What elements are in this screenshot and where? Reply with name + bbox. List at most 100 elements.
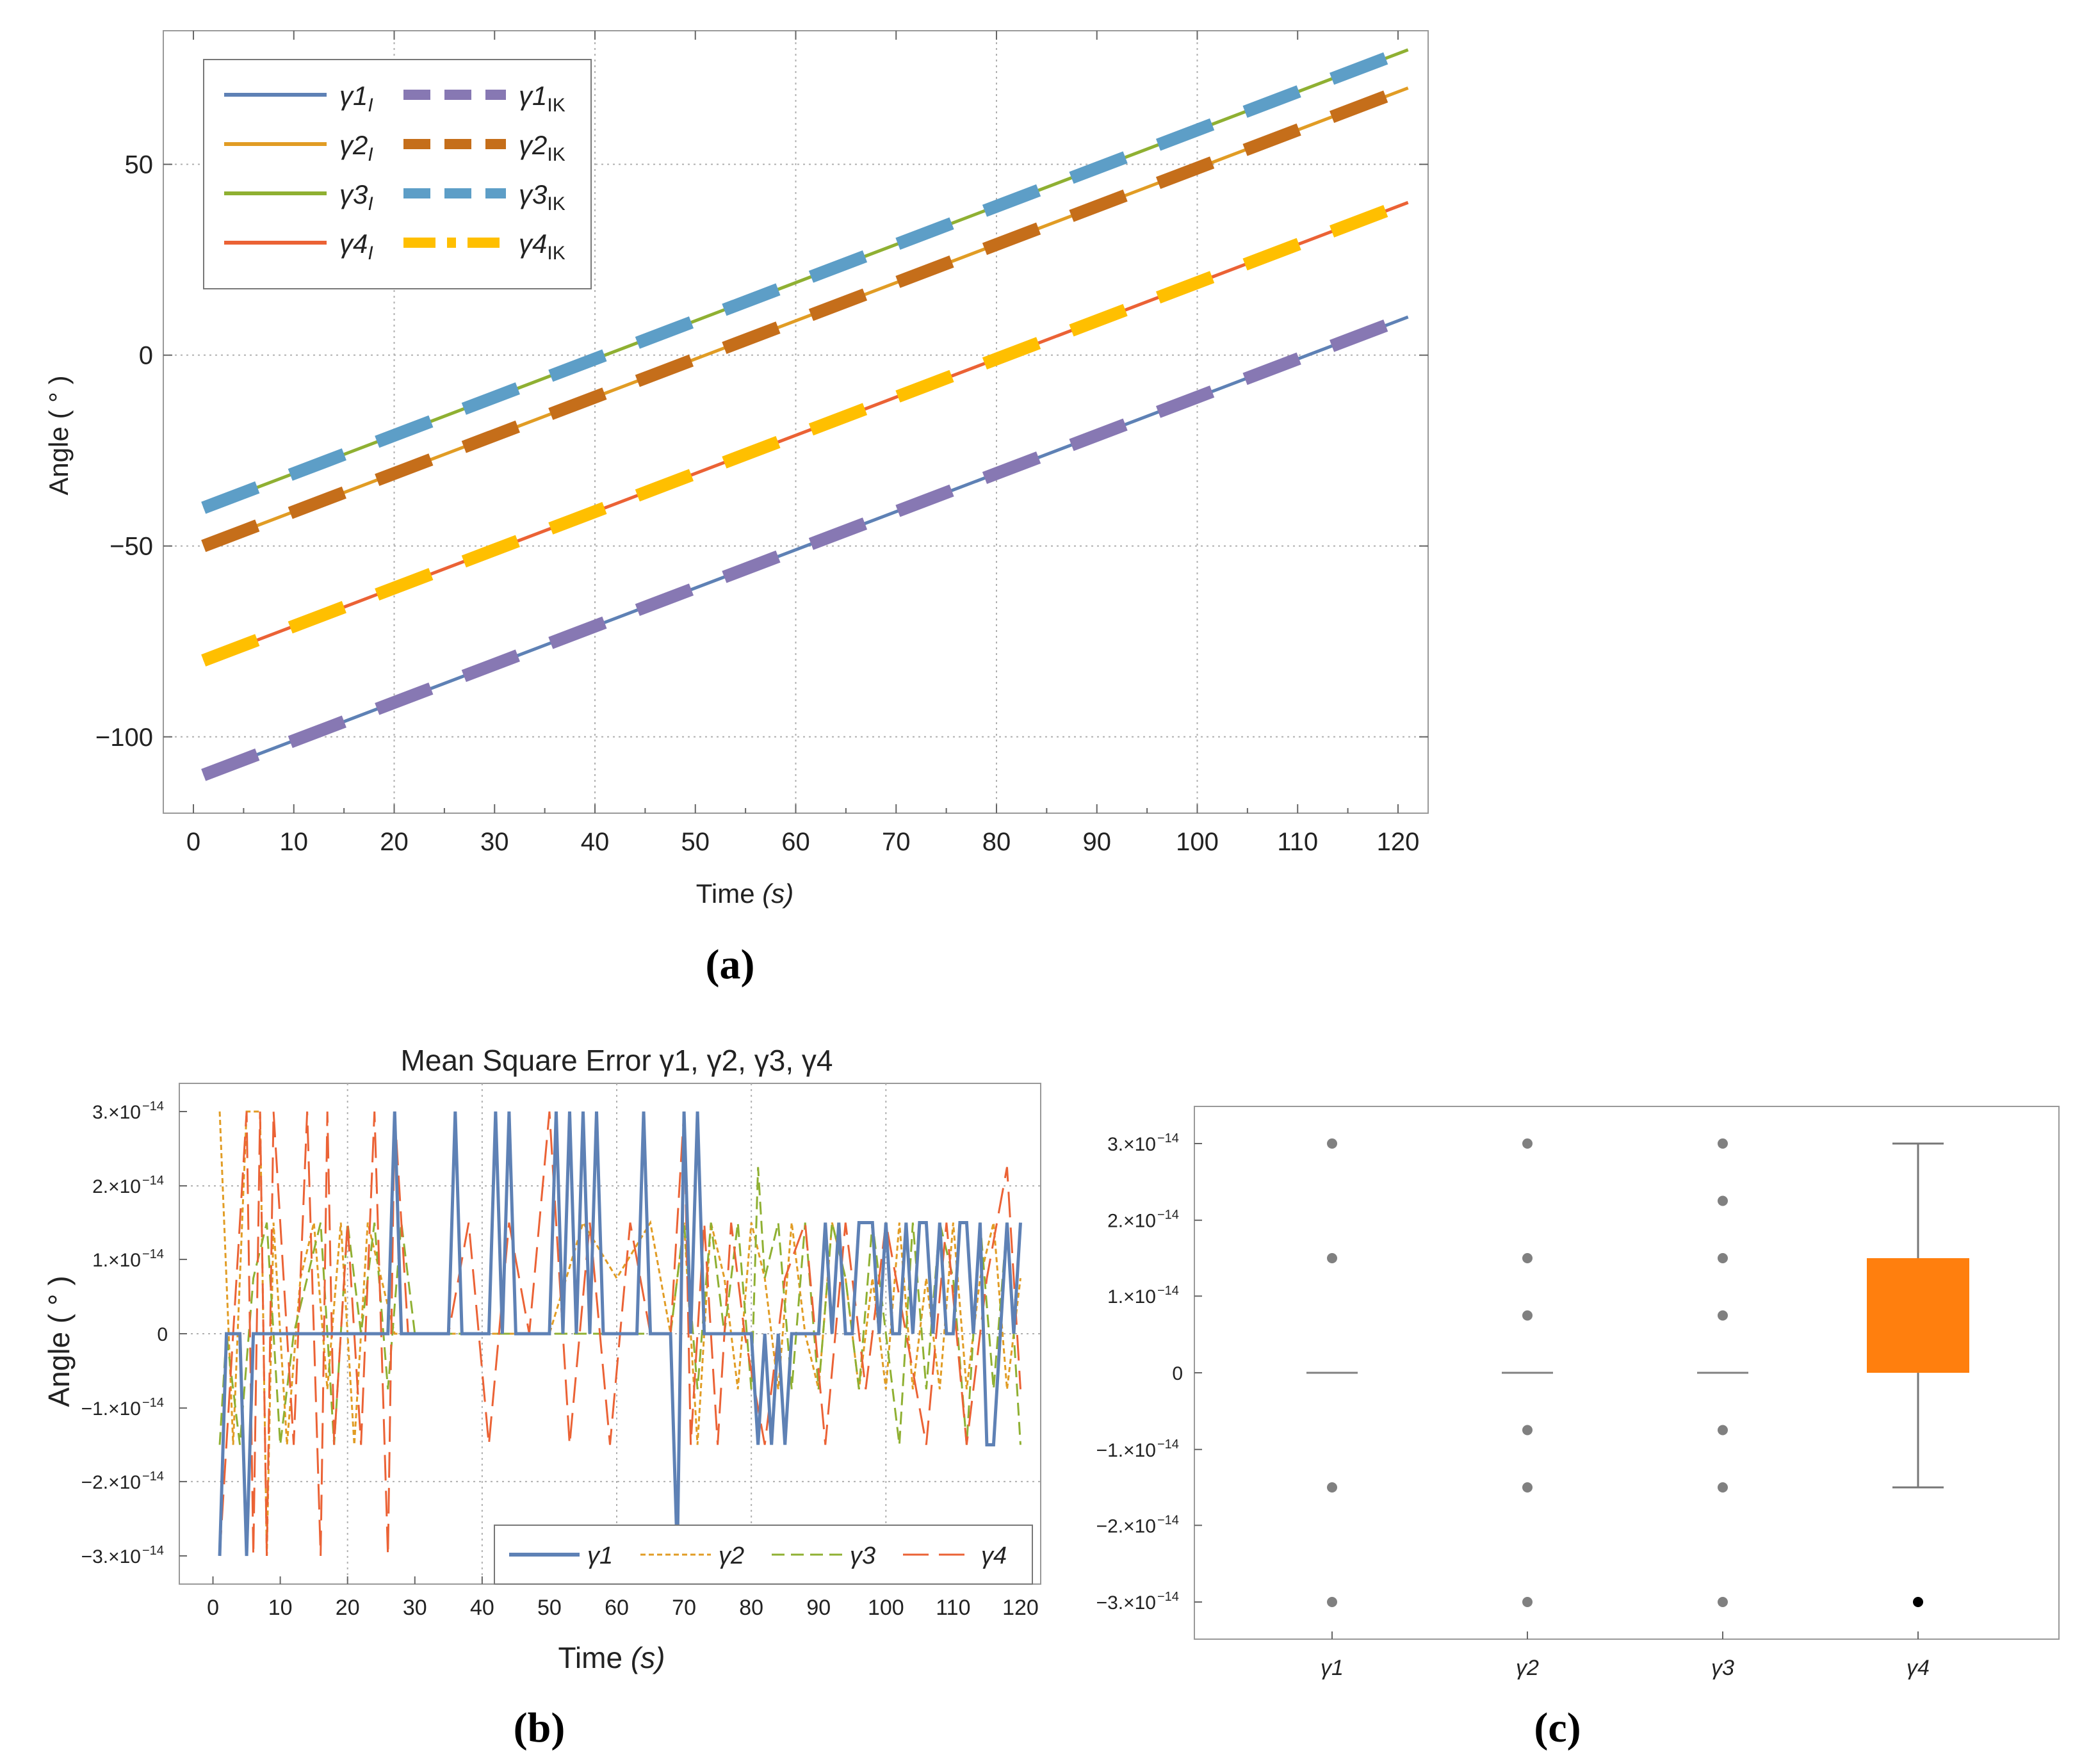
panel-c-y-tick-exponent: −14 — [1157, 1208, 1179, 1222]
panel-c-outlier-point — [1522, 1597, 1533, 1608]
panel-b-y-tick-exponent: −14 — [142, 1247, 164, 1261]
panel-a-legend: γ1I γ2I γ3I γ4I γ1IK γ2IK γ3IK γ4IK — [203, 59, 592, 289]
panel-a-ylabel: Angle ( ° ) — [44, 375, 74, 495]
panel-a-legend-label: γ3I — [339, 179, 373, 214]
panel-b-xlabel: Time (s) — [558, 1641, 665, 1674]
panel-c-box — [1867, 1258, 1969, 1373]
panel-a-series-line-8 — [201, 196, 1411, 667]
panel-b-y-tick-exponent: −14 — [142, 1396, 164, 1410]
panel-b-series-line-4 — [218, 1111, 1021, 1557]
panel-c-outlier-point — [1718, 1138, 1728, 1149]
panel-a-series-line-7 — [201, 44, 1411, 514]
panel-a-x-tick-label: 20 — [380, 828, 409, 856]
panel-b-y-tick-label: −3.×10 — [81, 1546, 141, 1567]
panel-a-legend-label: γ1IK — [519, 81, 565, 116]
panel-a-x-tick-label: 100 — [1176, 828, 1219, 856]
panel-a-x-tick-label: 90 — [1082, 828, 1111, 856]
panel-c-y-tick-label: −1.×10 — [1096, 1440, 1156, 1461]
panel-a-y-tick-label: 50 — [125, 151, 154, 179]
panel-a-y-tick-label: −50 — [110, 533, 153, 561]
panel-b-x-tick-label: 90 — [806, 1596, 831, 1620]
panel-c-outlier-point — [1327, 1597, 1337, 1608]
panel-b-y-tick-label: 0 — [157, 1324, 168, 1345]
panel-c-outlier-point — [1522, 1482, 1533, 1493]
panel-c-y-tick-label: 0 — [1172, 1363, 1183, 1384]
panel-a-legend-label: γ1I — [339, 81, 373, 116]
panel-b-y-tick-exponent: −14 — [142, 1099, 164, 1113]
panel-a-caption: (a) — [706, 941, 755, 988]
panel-a-series-line-5 — [201, 311, 1411, 781]
panel-b-x-tick-label: 120 — [1002, 1596, 1039, 1620]
panel-c-y-tick-exponent: −14 — [1157, 1513, 1179, 1527]
panel-c-x-tick-label: γ3 — [1711, 1656, 1734, 1680]
panel-a-line-chart: 0 10 20 30 40 50 60 70 80 90 100 110 120 −100 −50 0 50 γ… — [44, 30, 1429, 988]
panel-c-outlier-point — [1522, 1138, 1533, 1149]
panel-c-x-tick-label: γ4 — [1907, 1656, 1930, 1680]
panel-b-y-tick-label: 3.×10 — [92, 1102, 141, 1123]
panel-b-y-tick-label: 1.×10 — [92, 1250, 141, 1271]
panel-b-legend-label: γ1 — [587, 1542, 613, 1569]
panel-b-y-tick-label: 2.×10 — [92, 1176, 141, 1197]
panel-c-boxes — [1306, 1138, 1969, 1608]
panel-b-x-tick-label: 50 — [537, 1596, 562, 1620]
panel-a-legend-label: γ2I — [339, 130, 373, 165]
panel-c-x-tick-label: γ1 — [1321, 1656, 1344, 1680]
panel-c-y-tick-label: 1.×10 — [1107, 1286, 1156, 1307]
panel-b-x-tick-label: 30 — [403, 1596, 427, 1620]
panel-c-outlier-point — [1522, 1425, 1533, 1436]
panel-b-x-tick-label: 20 — [336, 1596, 360, 1620]
panel-b-caption: (b) — [514, 1704, 565, 1751]
panel-c-y-tick-exponent: −14 — [1157, 1284, 1179, 1298]
panel-b-series-line-1 — [218, 1111, 1022, 1557]
panel-c-y-tick-exponent: −14 — [1157, 1437, 1179, 1452]
panel-a-gridlines — [163, 31, 1428, 813]
panel-a-x-tick-label: 60 — [781, 828, 810, 856]
panel-c-outlier-point — [1718, 1310, 1728, 1321]
panel-c-y-tick-exponent: −14 — [1157, 1131, 1179, 1145]
panel-b-title: Mean Square Error γ1, γ2, γ3, γ4 — [401, 1044, 833, 1077]
panel-b-x-tick-label: 100 — [868, 1596, 904, 1620]
panel-c-y-tick-label: −2.×10 — [1096, 1516, 1156, 1537]
panel-c-y-tick-label: 2.×10 — [1107, 1211, 1156, 1232]
panel-a-x-tick-label: 50 — [681, 828, 710, 856]
panel-a-series — [201, 44, 1411, 781]
panel-b-x-tick-label: 110 — [936, 1596, 970, 1620]
panel-a-x-tick-label: 120 — [1377, 828, 1420, 856]
panel-a-series-line-6 — [201, 82, 1411, 553]
panel-a-legend-label: γ4I — [339, 229, 373, 264]
panel-c-outlier-point — [1718, 1252, 1728, 1263]
panel-b-x-tick-label: 40 — [470, 1596, 494, 1620]
panel-a-x-tick-label: 110 — [1277, 828, 1318, 856]
panel-c-y-tick-label: −3.×10 — [1096, 1592, 1156, 1614]
panel-c-outlier-point — [1913, 1597, 1923, 1608]
panel-b-x-tick-label: 80 — [739, 1596, 763, 1620]
panel-a-axis-ticks: 0 10 20 30 40 50 60 70 80 90 100 110 120 −100 −50 0 50 — [95, 31, 1428, 856]
panel-a-y-tick-label: 0 — [139, 342, 153, 370]
panel-b-legend: γ1 γ2 γ3 γ4 — [494, 1525, 1033, 1585]
panel-a-legend-label: γ2IK — [519, 130, 565, 165]
panel-b-x-tick-label: 70 — [672, 1596, 696, 1620]
panel-c-y-tick-exponent: −14 — [1157, 1590, 1179, 1604]
panel-a-x-tick-label: 70 — [882, 828, 911, 856]
panel-b-series — [218, 1110, 1022, 1557]
panel-a-x-tick-label: 0 — [186, 828, 200, 856]
panel-c-caption: (c) — [1534, 1704, 1581, 1751]
panel-a-legend-label: γ4IK — [519, 229, 565, 264]
panel-b-x-tick-label: 0 — [207, 1596, 219, 1620]
panel-b-y-tick-label: −1.×10 — [81, 1398, 141, 1420]
panel-c-outlier-point — [1718, 1597, 1728, 1608]
panel-b-x-tick-label: 60 — [605, 1596, 629, 1620]
panel-a-legend-entries: γ1I γ2I γ3I γ4I γ1IK γ2IK γ3IK γ4IK — [224, 81, 565, 264]
panel-b-y-tick-exponent: −14 — [142, 1174, 164, 1188]
panel-c-x-tick-label: γ2 — [1516, 1656, 1539, 1680]
panel-a-legend-label: γ3IK — [519, 179, 565, 214]
panel-a-x-tick-label: 30 — [480, 828, 509, 856]
panel-b-error-chart: Mean Square Error γ1, γ2, γ3, γ4 0 10 20 30… — [42, 1044, 1041, 1751]
panel-c-outlier-point — [1327, 1252, 1337, 1263]
panel-a-legend-box — [203, 59, 592, 289]
panel-c-outlier-point — [1718, 1482, 1728, 1493]
panel-b-ylabel: Angle ( ° ) — [42, 1275, 76, 1407]
